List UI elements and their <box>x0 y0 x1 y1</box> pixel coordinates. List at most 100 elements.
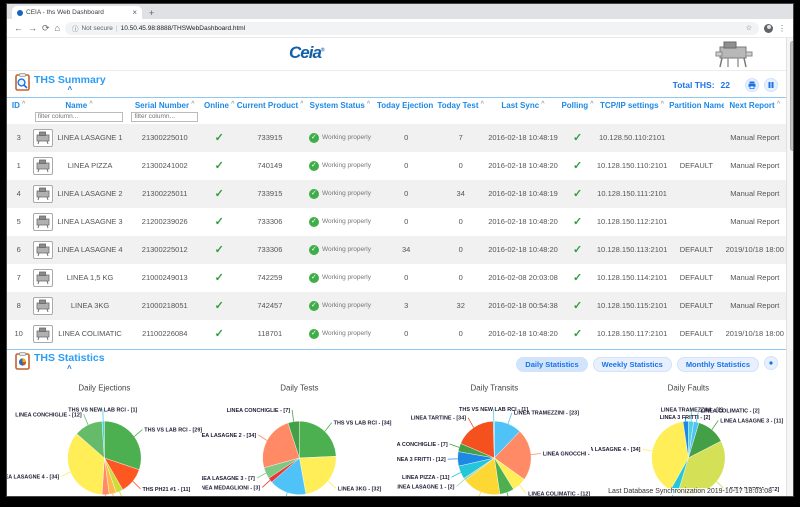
column-header-report[interactable]: Next Report ^ <box>729 101 781 110</box>
total-ths-label: Total THS: <box>672 79 715 90</box>
polling-check-icon: ✓ <box>572 300 583 312</box>
sort-caret-icon[interactable]: ^ <box>21 101 26 107</box>
sort-caret-icon[interactable]: ^ <box>366 101 371 107</box>
total-ths-value: 22 <box>720 79 730 90</box>
chart-title: Daily Transits <box>470 383 518 392</box>
table-row[interactable]: 4 LINEA LASAGNE 2 21300225011 ✓ 733915 ✓… <box>7 179 786 208</box>
machine-thumbnail <box>33 324 54 343</box>
pie-slice[interactable] <box>104 420 142 470</box>
slice-label: THS VS NEW LAB RCI - [1] <box>68 407 137 413</box>
table-row[interactable]: 3 LINEA LASAGNE 1 21300225010 ✓ 733915 ✓… <box>7 123 786 152</box>
slice-label: LINEA PIZZA - [11] <box>402 475 450 481</box>
sort-caret-icon[interactable]: ^ <box>191 101 195 107</box>
slice-label: LINEA LASAGNE 4 - [34] <box>591 447 641 453</box>
slice-label: LINEA LASAGNE 4 - [34] <box>7 474 59 480</box>
scrollbar-thumb[interactable] <box>790 41 793 151</box>
slice-label: LINEA 3 FRITTI - [12] <box>397 457 446 463</box>
print-button[interactable] <box>745 77 759 92</box>
pie-slice[interactable] <box>67 432 105 495</box>
column-header-name[interactable]: Name ^ <box>65 101 93 110</box>
address-bar[interactable]: ⓘ Not secure | 10.50.45.98:8888/THSWebDa… <box>64 21 759 35</box>
table-row[interactable]: 1 LINEA PIZZA 21300241002 ✓ 740149 ✓ Wor… <box>7 152 786 180</box>
table-row[interactable]: 6 LINEA LASAGNE 4 21300225012 ✓ 733306 ✓… <box>7 235 786 264</box>
column-header-polling[interactable]: Polling ^ <box>561 101 594 110</box>
forward-icon[interactable]: → <box>28 22 37 33</box>
pie-slice[interactable] <box>298 420 337 458</box>
pie-chart-daily-transits: Daily Transits LINEA TRAMEZZINI - [23] LIN… <box>397 376 591 496</box>
monthly-statistics-button[interactable]: Monthly Statistics <box>676 357 759 372</box>
slice-label: LINEA LASAGNE 1 - [2] <box>397 484 455 490</box>
sort-caret-icon[interactable]: ^ <box>590 101 594 107</box>
column-header-online[interactable]: Online ^ <box>204 101 235 110</box>
statistics-collapse-icon[interactable]: ^ <box>66 363 72 373</box>
browser-menu-icon[interactable]: ⋮ <box>778 23 786 33</box>
back-icon[interactable]: ← <box>14 22 23 33</box>
machine-thumbnail <box>33 156 54 175</box>
column-header-status[interactable]: System Status ^ <box>309 101 371 110</box>
chart-title: Daily Ejections <box>78 383 130 392</box>
filter-input-serial[interactable] <box>131 111 198 122</box>
status-ok-icon: ✓ <box>308 160 319 171</box>
sort-caret-icon[interactable]: ^ <box>480 101 484 107</box>
pie-slice[interactable] <box>651 420 689 490</box>
statistics-title: THS Statistics <box>34 352 105 365</box>
online-check-icon: ✓ <box>214 300 224 312</box>
slice-label: LINEA LASAGNE 2 - [34] <box>202 432 256 438</box>
tab-title: CEIA - ths Web Dashboard <box>26 9 104 16</box>
daily-statistics-button[interactable]: Daily Statistics <box>516 357 588 372</box>
page-scrollbar[interactable] <box>786 38 793 496</box>
pie-slice[interactable] <box>683 420 689 458</box>
ceia-logo: Ceia® <box>289 43 325 62</box>
pie-chart-daily-faults: Daily Faults LINEA TRAMEZZINI - [2] LINEA … <box>591 376 786 496</box>
pie-slice[interactable] <box>493 430 531 480</box>
table-row[interactable]: 10 LINEA COLIMATIC 21100226084 ✓ 118701 … <box>7 320 786 348</box>
column-header-sync[interactable]: Last Sync ^ <box>501 101 545 110</box>
column-header-ejection[interactable]: Today Ejection^ <box>377 98 435 111</box>
reload-icon[interactable]: ⟳ <box>42 22 50 33</box>
column-header-partition[interactable]: Partition Name^ <box>669 101 724 110</box>
pie-chart-daily-tests: Daily Tests THS VS LAB RCI - [34] LINEA 3K… <box>202 376 397 496</box>
profile-icon[interactable] <box>764 23 773 33</box>
online-check-icon: ✓ <box>214 328 224 340</box>
bookmark-star-icon[interactable]: ☆ <box>745 25 752 32</box>
sort-caret-icon[interactable]: ^ <box>776 101 781 107</box>
table-row[interactable]: 8 LINEA 3KG 21000218051 ✓ 742457 ✓ Worki… <box>7 291 786 320</box>
slice-label: THS PH21 #1 - [11] <box>142 486 190 492</box>
column-header-tcpip[interactable]: TCP/IP settings ^ <box>600 101 665 110</box>
column-header-serial[interactable]: Serial Number ^ <box>134 101 195 110</box>
home-icon[interactable]: ⌂ <box>54 22 60 33</box>
summary-collapse-icon[interactable]: ^ <box>67 85 73 95</box>
charts-row: Daily Ejections THS VS LAB RCI - [29] THS … <box>7 376 786 496</box>
sort-caret-icon[interactable]: ^ <box>541 101 545 107</box>
column-header-product[interactable]: Current Product^ <box>237 98 303 111</box>
sort-caret-icon[interactable]: ^ <box>230 101 235 107</box>
tab-close-icon[interactable]: × <box>132 8 137 17</box>
slice-label: LINEA COLIMATIC - [12] <box>528 491 590 496</box>
online-check-icon: ✓ <box>214 188 224 200</box>
new-tab-button[interactable]: + <box>149 8 155 18</box>
pie-slice[interactable] <box>459 420 495 458</box>
column-header-id[interactable]: ID ^ <box>11 101 26 110</box>
weekly-statistics-button[interactable]: Weekly Statistics <box>592 357 672 372</box>
status-ok-icon: ✓ <box>308 300 319 311</box>
not-secure-label: Not secure <box>81 24 113 32</box>
pause-polling-button[interactable] <box>764 77 778 92</box>
table-row[interactable]: 7 LINEA 1,5 KG 21000249013 ✓ 742259 ✓ Wo… <box>7 264 786 292</box>
column-header-test[interactable]: Today Test ^ <box>437 101 484 110</box>
machine-thumbnail <box>33 296 54 315</box>
slice-label: LINEA TRAMEZZINI - [23] <box>513 410 578 416</box>
table-row[interactable]: 5 LINEA LASAGNE 3 21200239026 ✓ 733306 ✓… <box>7 208 786 236</box>
sort-caret-icon[interactable]: ^ <box>660 101 665 107</box>
sort-caret-icon[interactable]: ^ <box>300 101 303 107</box>
browser-tab[interactable]: CEIA - ths Web Dashboard × <box>12 6 142 19</box>
info-icon[interactable]: ⓘ <box>71 26 79 33</box>
table-filter-row <box>7 111 786 124</box>
slice-label: LINEA GNOCCHI - [43] <box>542 451 591 457</box>
sort-caret-icon[interactable]: ^ <box>89 101 93 107</box>
filter-input-name[interactable] <box>34 111 124 122</box>
pie-slice[interactable] <box>298 455 337 494</box>
last-sync-text: Last Database Synchronization 2019-10-17… <box>606 488 774 495</box>
chart-options-button[interactable] <box>764 356 778 370</box>
pie-slice[interactable] <box>262 422 300 468</box>
